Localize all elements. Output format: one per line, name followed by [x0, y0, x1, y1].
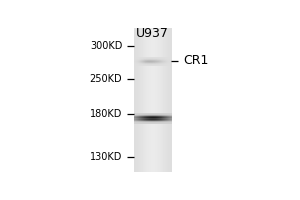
Text: CR1: CR1 — [183, 54, 208, 67]
Text: 180KD: 180KD — [90, 109, 122, 119]
Text: U937: U937 — [136, 27, 169, 40]
Text: 130KD: 130KD — [90, 152, 122, 162]
Text: 250KD: 250KD — [90, 74, 122, 84]
Text: 300KD: 300KD — [90, 41, 122, 51]
